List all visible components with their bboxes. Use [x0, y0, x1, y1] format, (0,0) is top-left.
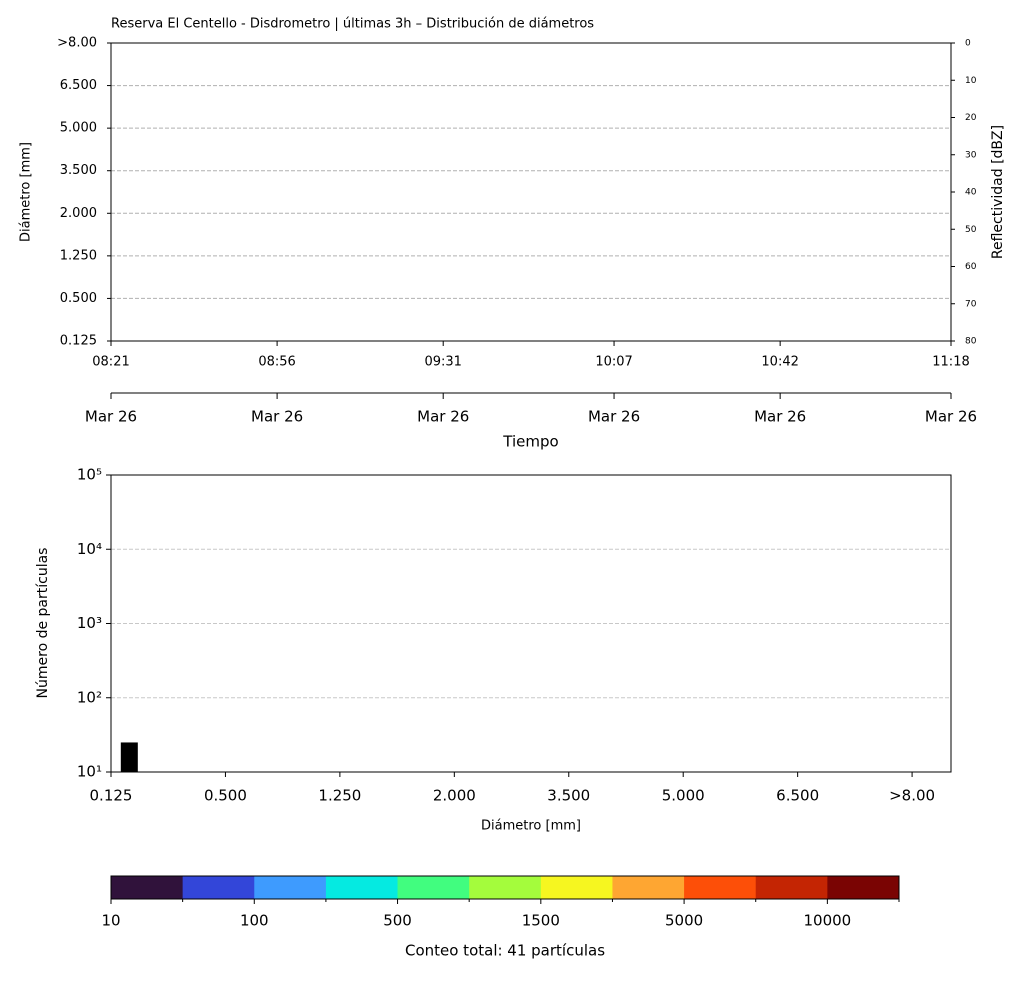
y-tick-label: 0.500: [60, 291, 97, 306]
colorbar-segment: [755, 876, 828, 899]
y-tick-label: 6.500: [60, 78, 97, 93]
x-tick-label: Mar 26: [588, 408, 640, 426]
y-tick-label: 3.500: [60, 163, 97, 178]
y-tick-label: 2.000: [60, 206, 97, 221]
y2-tick-label: 40: [965, 188, 977, 198]
colorbar-segment: [540, 876, 613, 899]
colorbar-segment: [254, 876, 327, 899]
x-tick-label: 0.125: [90, 787, 133, 805]
y2-tick-label: 80: [965, 337, 977, 347]
x-tick-label: Mar 26: [754, 408, 806, 426]
colorbar-segment: [684, 876, 757, 899]
y-axis-label: Diámetro [mm]: [19, 142, 34, 242]
y-tick-label: 1.250: [60, 248, 97, 263]
y2-tick-label: 30: [965, 150, 977, 160]
x-tick-label: 09:31: [424, 355, 461, 370]
colorbar-segment: [325, 876, 399, 899]
x-axis-label: Diámetro [mm]: [481, 819, 581, 834]
y2-tick-label: 10: [965, 76, 977, 86]
colorbar-tick-label: 10000: [804, 912, 852, 930]
plot-frame: [110, 42, 952, 342]
y-tick-label: 10³: [77, 614, 102, 632]
y-tick-label: >8.00: [57, 36, 97, 51]
bar: [120, 742, 138, 772]
x-tick-label: Mar 26: [417, 408, 469, 426]
y2-tick-label: 50: [965, 225, 977, 235]
x-tick-label: 2.000: [433, 787, 476, 805]
colorbar-tick-label: 100: [240, 912, 269, 930]
x-tick-label: Mar 26: [251, 408, 303, 426]
x-tick-label: 08:56: [258, 355, 295, 370]
x-tick-label: 6.500: [776, 787, 819, 805]
y-tick-label: 5.000: [60, 121, 97, 136]
y-tick-label: 10⁵: [77, 466, 102, 484]
plot-frame: [110, 474, 952, 773]
y-tick-label: 0.125: [60, 334, 97, 349]
x-tick-label: 10:42: [761, 355, 798, 370]
colorbar-segment: [827, 876, 900, 899]
x-tick-label: 1.250: [318, 787, 361, 805]
colorbar-segment: [397, 876, 470, 899]
x-tick-label: >8.00: [889, 787, 935, 805]
colorbar-tick-label: 5000: [665, 912, 703, 930]
x-tick-label: 0.500: [204, 787, 247, 805]
y-tick-label: 10⁴: [77, 540, 102, 558]
colorbar-tick-label: 10: [101, 912, 120, 930]
colorbar-tick-label: 500: [383, 912, 412, 930]
y2-tick-label: 20: [965, 113, 977, 123]
colorbar-segment: [182, 876, 255, 899]
colorbar-segment: [111, 876, 184, 899]
x-tick-label: 3.500: [547, 787, 590, 805]
colorbar-segment: [469, 876, 542, 899]
y-tick-label: 10²: [77, 688, 102, 706]
colorbar-tick-label: 1500: [522, 912, 560, 930]
x-tick-label: Mar 26: [925, 408, 977, 426]
x-axis-label: Tiempo: [502, 433, 558, 451]
x-tick-label: 11:18: [932, 355, 969, 370]
y2-tick-label: 60: [965, 262, 977, 272]
colorbar-label: Conteo total: 41 partículas: [405, 942, 605, 960]
y2-tick-label: 70: [965, 299, 977, 309]
colorbar-frame: [110, 875, 900, 900]
x-tick-label: Mar 26: [85, 408, 137, 426]
chart-title: Reserva El Centello - Disdrometro | últi…: [111, 17, 594, 32]
y2-axis-label: Reflectividad [dBZ]: [990, 125, 1006, 259]
x-tick-label: 08:21: [92, 355, 129, 370]
x-tick-label: 10:07: [595, 355, 632, 370]
x-tick-label: 5.000: [662, 787, 705, 805]
y-axis-label: Número de partículas: [35, 548, 51, 699]
colorbar-segment: [612, 876, 685, 899]
y-tick-label: 10¹: [77, 763, 102, 781]
y2-tick-label: 0: [965, 39, 971, 49]
